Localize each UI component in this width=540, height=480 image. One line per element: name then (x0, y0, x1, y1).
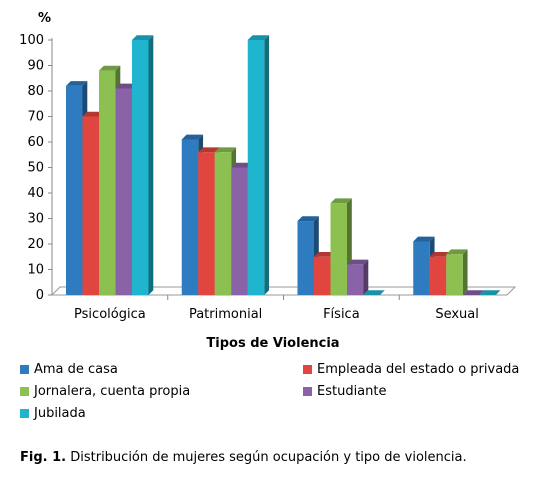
bar (330, 198, 352, 295)
figure-caption: Fig. 1. Distribución de mujeres según oc… (20, 450, 467, 465)
bars (66, 35, 501, 296)
x-category-label: Patrimonial (189, 307, 262, 322)
legend-item: Estudiante (303, 384, 387, 399)
legend-label: Ama de casa (34, 362, 118, 377)
y-tick-label: 20 (27, 237, 44, 252)
caption-label: Fig. 1. (20, 450, 67, 465)
y-tick-label: 90 (27, 59, 44, 74)
legend-item: Empleada del estado o privada (303, 362, 519, 377)
legend-label: Jornalera, cuenta propia (34, 384, 191, 399)
y-tick-label: 0 (36, 288, 44, 303)
y-tick-label: 100 (19, 33, 44, 48)
bar (446, 249, 468, 295)
y-tick-label: 40 (27, 186, 44, 201)
x-category-labels: Psicológica Patrimonial Física Sexual (74, 295, 479, 322)
legend-swatch (303, 387, 312, 396)
y-tick-label: 50 (27, 161, 44, 176)
x-axis-label: Tipos de Violencia (206, 336, 339, 351)
bar (347, 259, 369, 295)
bar (363, 290, 385, 295)
legend-swatch (20, 365, 29, 374)
legend-swatch (303, 365, 312, 374)
y-tick-labels: 0 10 20 30 40 50 60 70 80 90 100 (19, 33, 52, 303)
legend-item: Jubilada (20, 406, 86, 421)
legend-label: Jubilada (34, 406, 86, 421)
bar (462, 290, 485, 295)
x-category-label: Psicológica (74, 307, 146, 322)
bar (132, 35, 154, 295)
x-category-label: Sexual (435, 307, 479, 322)
y-tick-label: 80 (27, 84, 44, 99)
bar (247, 35, 270, 295)
y-tick-label: 60 (27, 135, 44, 150)
y-axis-label: % (38, 11, 51, 26)
y-tick-label: 70 (27, 110, 44, 125)
x-category-label: Física (323, 307, 360, 322)
caption-text: Distribución de mujeres según ocupación … (66, 450, 467, 465)
bar (479, 290, 501, 295)
legend-swatch (20, 409, 29, 418)
y-tick-label: 10 (27, 263, 44, 278)
legend-swatch (20, 387, 29, 396)
y-tick-label: 30 (27, 212, 44, 227)
legend-item: Ama de casa (20, 362, 118, 377)
legend-label: Empleada del estado o privada (317, 362, 520, 377)
bar-chart: % 0 10 20 30 40 50 60 70 80 90 100 Psicológica Patr… (19, 11, 517, 351)
legend-label: Estudiante (317, 384, 387, 399)
legend-item: Jornalera, cuenta propia (20, 384, 190, 399)
